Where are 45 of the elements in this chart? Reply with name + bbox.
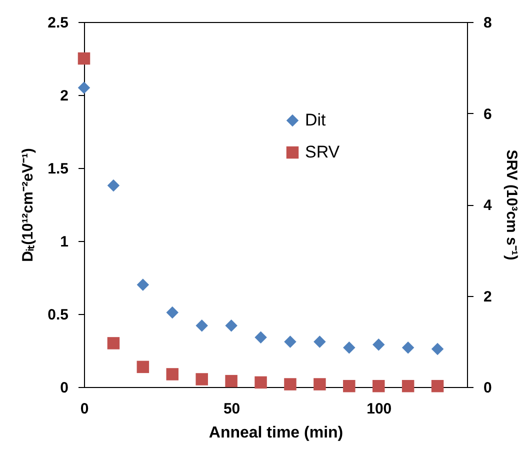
point: [284, 378, 296, 390]
point: [254, 331, 267, 344]
x-tick-label: 0: [80, 400, 89, 418]
y-tick-label: 1.5: [48, 160, 68, 178]
point: [431, 380, 444, 392]
point: [166, 306, 179, 319]
point: [107, 179, 120, 192]
point: [343, 380, 356, 392]
y2-axis-title: SRV (10³cm s⁻¹): [502, 150, 520, 260]
point: [372, 380, 385, 392]
legend-label: SRV: [305, 142, 340, 162]
y-tick-label: 0.5: [48, 306, 68, 324]
point: [431, 342, 444, 356]
point: [402, 341, 414, 354]
point: [166, 368, 179, 380]
point: [78, 82, 90, 94]
y-tick-label: 0: [60, 380, 68, 396]
point: [78, 52, 90, 65]
point: [343, 341, 356, 354]
point: [136, 360, 150, 374]
point: [284, 336, 296, 348]
y-tick-label: 2: [60, 88, 68, 104]
point: [372, 338, 385, 351]
y2-tick-label: 4: [484, 197, 492, 214]
point: [402, 380, 414, 392]
x-tick-label: 50: [223, 400, 240, 418]
point: [107, 337, 120, 350]
y2-tick-label: 8: [484, 14, 492, 32]
point: [314, 378, 326, 390]
point: [225, 320, 238, 332]
point: [196, 320, 208, 332]
y2-tick-label: 2: [484, 288, 492, 306]
point: [254, 376, 267, 389]
x-tick-label: 100: [366, 400, 392, 418]
y-axis-title: Dᵢₜ(10¹²cm⁻²eV⁻¹): [20, 148, 37, 262]
y-tick-label: 2.5: [48, 14, 68, 32]
legend-label: Dit: [305, 110, 326, 130]
point: [196, 373, 208, 386]
y-tick-label: 1: [60, 234, 68, 250]
point: [314, 336, 326, 348]
y2-tick-label: 6: [484, 106, 492, 123]
point: [136, 278, 150, 291]
x-axis-title: Anneal time (min): [208, 424, 344, 442]
point: [225, 374, 238, 388]
y2-tick-label: 0: [484, 380, 492, 396]
